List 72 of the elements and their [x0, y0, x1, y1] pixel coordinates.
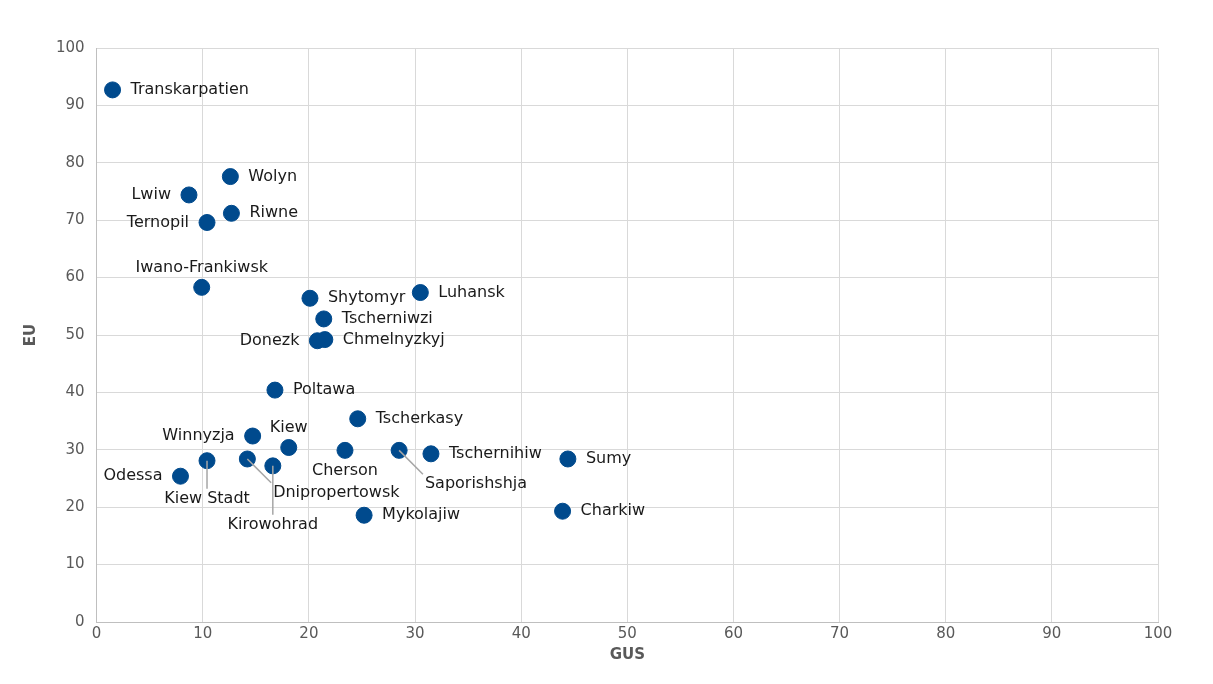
point — [390, 441, 408, 459]
point — [266, 381, 284, 399]
point — [238, 450, 256, 468]
annotation: Kirowohrad — [227, 514, 319, 534]
point — [104, 81, 122, 99]
annotation: Sumy — [585, 448, 632, 468]
x-axis-title: GUS — [609, 644, 645, 663]
x-tick-label: 0 — [91, 623, 102, 642]
annotation: Donezk — [239, 329, 301, 349]
annotation: Cherson — [311, 459, 378, 479]
annotation: Shytomyr — [327, 287, 406, 307]
point — [264, 457, 282, 475]
x-tick-label: 20 — [299, 623, 319, 642]
annotation: Kiew Stadt — [164, 487, 250, 507]
x-tick-label: 90 — [1042, 623, 1062, 642]
y-tick-label: 100 — [55, 37, 85, 56]
annotation: Chmelnyzkyj — [342, 328, 445, 348]
point — [554, 502, 572, 520]
y-tick-label: 80 — [65, 152, 85, 171]
y-tick-label: 0 — [75, 611, 85, 630]
y-tick-label: 20 — [65, 497, 85, 516]
point — [180, 186, 198, 204]
annotation: Lwiw — [131, 184, 171, 204]
point — [422, 445, 440, 463]
annotation: Tscherniwzi — [340, 308, 433, 328]
y-tick-label: 60 — [65, 267, 85, 286]
point — [244, 427, 262, 445]
point — [221, 168, 239, 186]
x-tick-label: 40 — [511, 623, 531, 642]
annotation: Kiew — [269, 416, 308, 436]
annotation: Tscherkasy — [374, 407, 464, 427]
point — [411, 284, 429, 302]
y-tick-label: 10 — [65, 554, 85, 573]
point — [171, 467, 189, 485]
y-tick-label: 50 — [65, 324, 85, 343]
y-tick-label: 70 — [65, 210, 85, 229]
y-tick-label: 30 — [65, 439, 85, 458]
point — [193, 278, 211, 296]
annotation: Winnyzja — [162, 425, 235, 445]
x-tick-label: 70 — [830, 623, 850, 642]
y-tick-label: 40 — [65, 382, 85, 401]
x-tick-label: 50 — [617, 623, 637, 642]
point — [315, 310, 333, 328]
x-tick-label: 10 — [193, 623, 213, 642]
annotation: Dnipropertowsk — [273, 481, 401, 501]
annotation: Saporishshja — [424, 473, 528, 493]
point — [336, 441, 354, 459]
annotation: Riwne — [249, 202, 299, 222]
point — [222, 204, 240, 222]
point — [198, 452, 216, 470]
x-tick-label: 30 — [405, 623, 425, 642]
annotation: Charkiw — [580, 500, 646, 520]
annotation: Wolyn — [248, 165, 298, 185]
annotation: Mykolajiw — [382, 504, 461, 524]
point — [280, 439, 298, 456]
annotation: Ternopil — [125, 211, 190, 231]
annotation: Luhansk — [438, 281, 506, 301]
y-tick-label: 90 — [65, 95, 85, 114]
annotation: Poltawa — [292, 379, 356, 399]
y-axis-title: EU — [20, 323, 39, 347]
point — [559, 450, 577, 468]
annotation: Odessa — [103, 465, 163, 485]
x-tick-label: 100 — [1143, 623, 1173, 642]
annotation: Transkarpatien — [129, 79, 249, 99]
point — [198, 214, 216, 231]
annotation: Iwano-Frankiwsk — [135, 256, 269, 276]
x-tick-label: 60 — [723, 623, 743, 642]
point — [301, 289, 319, 307]
point — [355, 506, 373, 524]
annotation: Tschernihiw — [447, 442, 542, 462]
point — [349, 410, 367, 428]
x-tick-label: 80 — [936, 623, 956, 642]
